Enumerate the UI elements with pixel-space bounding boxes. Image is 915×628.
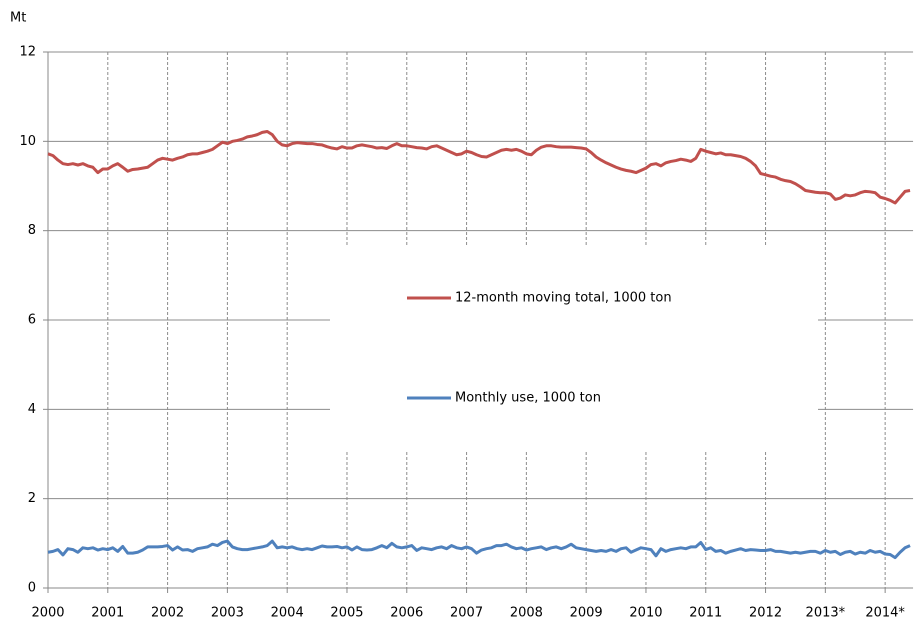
x-tick-label: 2007 [450, 606, 483, 621]
x-tick-label: 2011 [689, 606, 722, 621]
x-tick-label: 2012 [749, 606, 782, 621]
x-tick-label: 2013* [806, 606, 846, 621]
x-tick-label: 2000 [31, 606, 64, 621]
y-tick-label: 10 [19, 134, 36, 149]
series-line [47, 539, 911, 560]
y-tick-label: 0 [28, 581, 36, 596]
y-tick-label: 4 [28, 402, 36, 417]
y-tick-label: 6 [28, 313, 36, 328]
x-tick-label: 2005 [330, 606, 363, 621]
x-tick-label: 2002 [151, 606, 184, 621]
x-tick-label: 2001 [91, 606, 124, 621]
x-tick-label: 2009 [570, 606, 603, 621]
y-axis-label: Mt [10, 11, 26, 26]
x-tick-label: 2004 [271, 606, 304, 621]
series-line [47, 130, 911, 205]
y-tick-label: 12 [19, 45, 36, 60]
y-tick-label: 8 [28, 223, 36, 238]
legend-label: 12-month moving total, 1000 ton [455, 291, 672, 306]
x-tick-label: 2003 [211, 606, 244, 621]
y-tick-label: 2 [28, 491, 36, 506]
x-tick-label: 2010 [629, 606, 662, 621]
legend-label: Monthly use, 1000 ton [455, 391, 601, 406]
x-tick-label: 2008 [510, 606, 543, 621]
x-tick-label: 2014* [865, 606, 905, 621]
x-tick-label: 2006 [390, 606, 423, 621]
legend-box [330, 247, 818, 451]
